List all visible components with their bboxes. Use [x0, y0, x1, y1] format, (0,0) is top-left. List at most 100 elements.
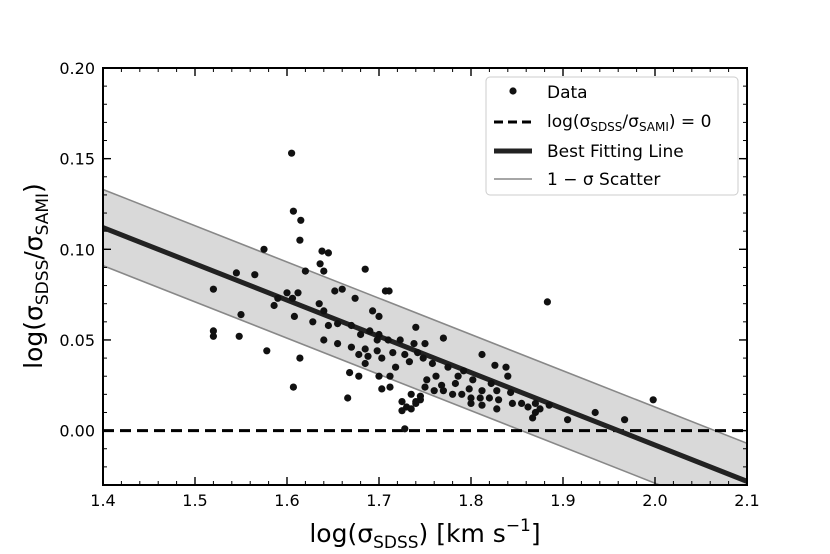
data-point [421, 383, 429, 391]
data-point [428, 359, 436, 368]
y-tick-label: 0.15 [59, 150, 95, 169]
legend-zero-suffix: ) = 0 [669, 112, 712, 132]
data-point [334, 320, 342, 328]
data-point [487, 379, 495, 388]
data-point [454, 372, 462, 380]
data-point [649, 396, 657, 404]
data-point [414, 349, 422, 357]
data-point [260, 245, 268, 253]
data-point [274, 294, 282, 302]
data-point [288, 294, 297, 302]
data-point [346, 369, 354, 377]
data-point [232, 269, 240, 277]
data-point [237, 311, 245, 319]
data-point [458, 390, 466, 398]
data-point [591, 408, 599, 417]
data-point [467, 399, 475, 407]
data-point [355, 350, 363, 359]
data-point [361, 359, 369, 368]
y-tick-label: 0.05 [59, 331, 95, 350]
data-point [209, 332, 217, 340]
y-axis-title: log(σSDSS/σSAMI) [19, 183, 53, 369]
data-point [432, 372, 440, 380]
legend-data-marker [509, 87, 517, 95]
data-point [405, 358, 413, 366]
x-tick-label: 1.6 [274, 491, 299, 510]
data-point [297, 216, 305, 224]
x-tick-label: 1.7 [366, 491, 391, 510]
data-point [507, 388, 515, 397]
data-point [290, 312, 298, 320]
scatter-band-fill [103, 189, 747, 485]
data-point [288, 149, 296, 157]
data-point [419, 354, 427, 362]
x-tick-label: 1.9 [550, 491, 575, 510]
y-title-mid: /σ [19, 235, 48, 259]
data-point [289, 207, 297, 215]
data-point [469, 376, 477, 384]
data-point [315, 300, 323, 308]
legend-zero-sub2: SAMI [639, 120, 669, 134]
data-point [545, 401, 553, 409]
legend-zero-mid: /σ [622, 112, 639, 132]
y-tick-label: 0.00 [59, 422, 95, 441]
data-point [401, 350, 409, 359]
data-point [412, 323, 420, 331]
data-point [347, 343, 355, 351]
y-tick-label: 0.10 [59, 240, 95, 259]
y-title-sub1: SDSS [33, 260, 53, 305]
data-point [364, 352, 372, 360]
x-title-sup: −1 [506, 516, 531, 536]
data-point [467, 394, 475, 402]
data-point [392, 363, 400, 371]
data-point [316, 260, 324, 268]
legend-box [485, 76, 739, 196]
data-point [355, 372, 363, 380]
y-title-prefix: log(σ [19, 305, 48, 369]
data-point [369, 307, 377, 315]
data-point [485, 394, 493, 402]
data-point [438, 381, 446, 389]
data-point [320, 267, 328, 275]
data-point [301, 267, 309, 275]
data-point [543, 298, 552, 306]
data-point [385, 287, 393, 295]
scatter-band-layer [103, 188, 747, 485]
data-point [263, 347, 271, 355]
legend: Data log(σSDSS/σSAMI) = 0 Best Fitting L… [485, 76, 739, 196]
best-fit-line [103, 225, 747, 484]
data-point [478, 387, 486, 395]
data-point [531, 399, 540, 407]
data-point [361, 265, 369, 273]
data-point [491, 361, 499, 369]
data-point [504, 372, 512, 380]
x-title-prefix: log(σ [309, 519, 373, 548]
data-point [508, 399, 516, 407]
data-point [378, 385, 386, 393]
data-point [361, 345, 369, 353]
data-point [378, 354, 386, 362]
scatter-band-lower-edge [103, 264, 662, 485]
data-point [493, 405, 501, 413]
data-point [235, 332, 243, 340]
data-point [334, 340, 342, 348]
data-point [621, 416, 629, 424]
y-title-sub2: SAMI [33, 193, 53, 235]
data-point [465, 385, 473, 393]
data-point [451, 379, 459, 388]
data-point [344, 394, 352, 402]
data-point [357, 330, 365, 339]
data-point [283, 289, 291, 297]
data-point [324, 321, 332, 330]
data-point [296, 236, 304, 244]
y-tick-label: 0.20 [59, 59, 95, 78]
data-point [439, 387, 447, 395]
data-point [421, 340, 429, 348]
data-point [518, 399, 526, 407]
data-point [294, 289, 302, 297]
data-point [375, 330, 383, 339]
data-point [375, 312, 383, 320]
data-points-layer [209, 149, 657, 433]
x-tick-label: 1.5 [182, 491, 207, 510]
x-title-sub: SDSS [373, 533, 418, 553]
